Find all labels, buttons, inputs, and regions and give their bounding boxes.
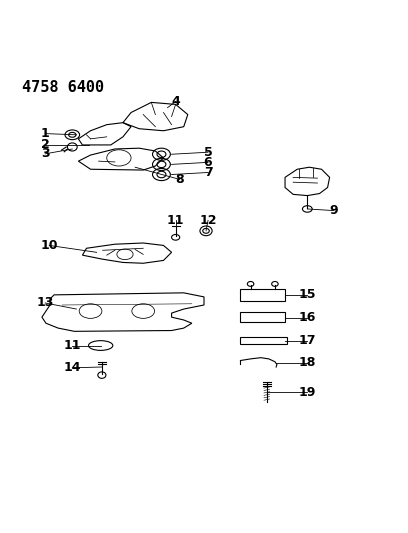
Text: 11: 11	[64, 339, 81, 352]
Text: 14: 14	[64, 361, 81, 374]
Text: 8: 8	[175, 173, 184, 186]
Text: 3: 3	[41, 147, 49, 160]
Text: 1: 1	[41, 127, 49, 140]
Bar	[240, 312, 285, 322]
Text: 11: 11	[167, 214, 184, 227]
Text: 6: 6	[204, 156, 213, 169]
Text: 9: 9	[329, 204, 338, 217]
Text: 5: 5	[204, 146, 213, 159]
Bar	[240, 289, 285, 301]
Text: 13: 13	[36, 296, 54, 310]
Text: 17: 17	[299, 334, 316, 347]
Text: 7: 7	[204, 166, 213, 179]
Text: 16: 16	[299, 311, 316, 324]
Text: 10: 10	[40, 239, 58, 252]
Text: 2: 2	[41, 139, 49, 151]
Text: 4758 6400: 4758 6400	[22, 80, 104, 95]
Text: 19: 19	[299, 385, 316, 399]
Text: 15: 15	[299, 288, 316, 301]
Text: 4: 4	[171, 95, 180, 108]
Text: 12: 12	[199, 214, 217, 227]
Bar	[240, 337, 287, 344]
Text: 18: 18	[299, 357, 316, 369]
